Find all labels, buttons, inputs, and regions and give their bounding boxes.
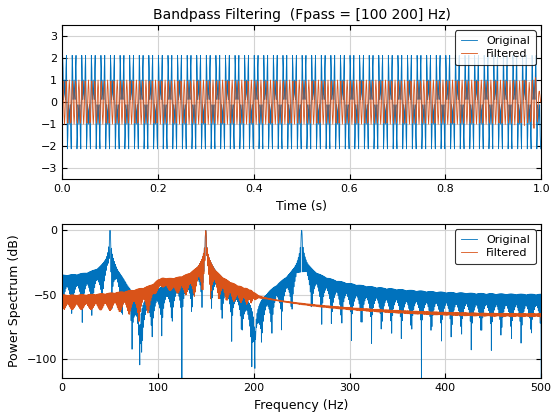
Original (441, 134, 448, 139)
Original (59, 376, 66, 381)
Original (338, 312, 344, 318)
Original (538, 376, 544, 381)
Filtered (441, 106, 447, 111)
Original (298, 228, 305, 233)
Filtered (269, 100, 276, 105)
Title: Bandpass Filtering  (Fpass = [100 200] Hz): Bandpass Filtering (Fpass = [100 200] Hz… (153, 8, 451, 22)
Filtered (59, 100, 66, 105)
Filtered (253, 113, 259, 118)
Original (59, 100, 66, 105)
X-axis label: Frequency (Hz): Frequency (Hz) (254, 399, 349, 412)
Line: Filtered: Filtered (62, 78, 541, 129)
Filtered (338, 305, 344, 310)
Filtered (538, 100, 544, 105)
Filtered (388, 310, 394, 315)
Original (451, 146, 458, 151)
Filtered (108, 79, 114, 84)
Filtered (531, 126, 538, 131)
Filtered (511, 312, 517, 317)
Filtered (59, 376, 66, 381)
Legend: Original, Filtered: Original, Filtered (455, 30, 535, 65)
Line: Original: Original (62, 230, 541, 378)
Original (511, 293, 517, 298)
Y-axis label: Power Spectrum (dB): Power Spectrum (dB) (8, 235, 21, 368)
Original (310, 270, 316, 275)
Original (388, 92, 394, 97)
X-axis label: Time (s): Time (s) (276, 200, 327, 213)
Line: Filtered: Filtered (62, 231, 541, 378)
Original (111, 259, 118, 264)
Original (538, 146, 544, 151)
Original (253, 92, 259, 97)
Filtered (388, 113, 394, 118)
Original (269, 100, 276, 105)
Line: Original: Original (62, 55, 541, 149)
Filtered (202, 228, 209, 233)
Original (181, 291, 188, 296)
Original (388, 318, 394, 323)
Filtered (538, 318, 544, 323)
Original (398, 53, 405, 58)
Original (108, 66, 114, 71)
Filtered (432, 118, 438, 123)
Filtered (181, 290, 188, 295)
Filtered (111, 301, 118, 306)
Original (432, 100, 439, 105)
Filtered (532, 75, 539, 80)
Filtered (310, 304, 316, 309)
Legend: Original, Filtered: Original, Filtered (455, 229, 535, 264)
